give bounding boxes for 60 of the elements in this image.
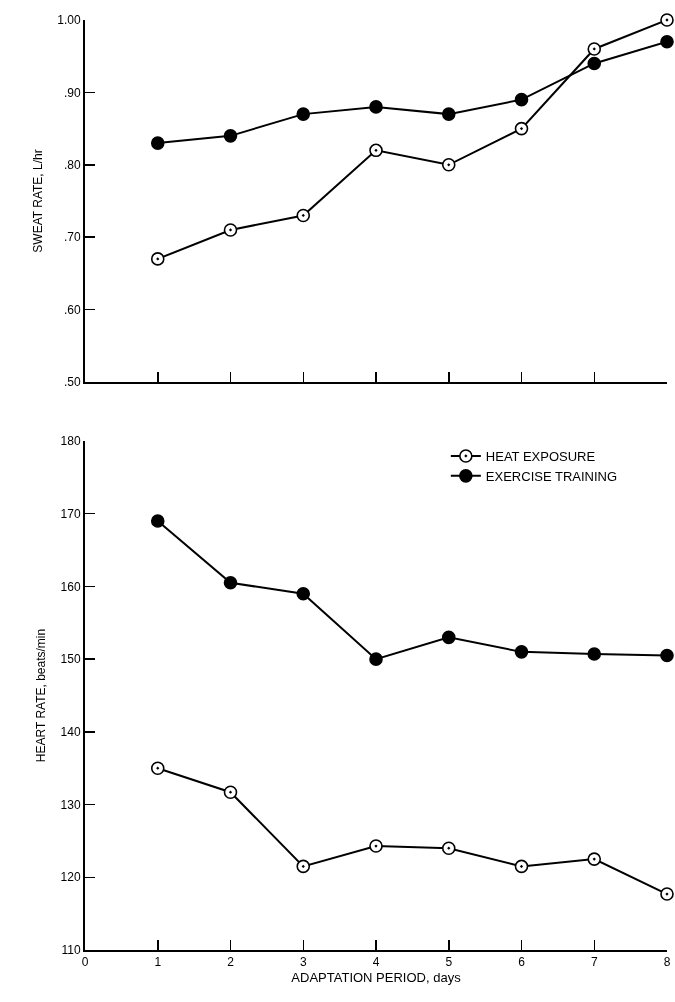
point <box>514 859 529 874</box>
x-tick-label: 6 <box>518 955 526 970</box>
point <box>369 839 383 853</box>
point <box>441 841 456 855</box>
point <box>441 630 456 645</box>
point <box>296 859 311 874</box>
point <box>223 223 238 237</box>
x-axis-title: ADAPTATION PERIOD, days <box>291 969 462 985</box>
y-tick-label: .70 <box>63 230 81 245</box>
point <box>514 645 529 659</box>
point <box>660 887 674 901</box>
y-tick-label: 170 <box>60 506 81 521</box>
point <box>223 575 238 590</box>
legend-label: EXERCISE TRAINING <box>485 468 618 484</box>
point <box>150 761 165 775</box>
x-tick-label: 8 <box>663 955 671 970</box>
y-tick-label: .50 <box>63 375 81 390</box>
point <box>441 107 456 121</box>
y-axis-title: SWEAT RATE, L/hr <box>31 149 46 253</box>
y-axis-title: HEART RATE, beats/min <box>34 628 49 763</box>
x-tick-label: 3 <box>299 955 307 970</box>
point <box>369 100 383 114</box>
y-tick-label: .90 <box>63 85 81 100</box>
point <box>587 56 602 71</box>
point <box>660 648 674 663</box>
point <box>223 129 238 143</box>
point <box>223 785 238 799</box>
point <box>296 208 311 223</box>
x-tick-label: 5 <box>445 955 453 970</box>
x-tick-label: 7 <box>590 955 598 970</box>
legend-label: HEAT EXPOSURE <box>485 449 596 465</box>
y-tick-label: .60 <box>63 302 81 317</box>
point <box>150 136 165 150</box>
y-tick-label: 150 <box>60 652 81 667</box>
point <box>150 514 165 528</box>
point <box>514 92 529 107</box>
point <box>660 34 674 49</box>
point <box>587 42 602 56</box>
point <box>587 647 602 661</box>
y-tick-label: 1.00 <box>57 13 81 28</box>
x-tick-label: 0 <box>81 955 89 970</box>
x-tick-label: 4 <box>372 955 380 970</box>
y-tick-label: 120 <box>60 870 81 885</box>
point <box>660 13 674 27</box>
y-tick-label: 140 <box>60 725 81 740</box>
point <box>441 158 456 172</box>
point <box>296 107 311 121</box>
y-tick-label: 130 <box>60 797 81 812</box>
point <box>587 852 602 866</box>
y-tick-label: .80 <box>63 158 81 172</box>
x-tick-label: 2 <box>227 955 235 970</box>
point <box>150 252 165 266</box>
y-tick-label: 180 <box>60 434 81 449</box>
point <box>369 652 383 666</box>
x-tick-label: 1 <box>154 955 162 970</box>
y-tick-label: 160 <box>60 579 81 594</box>
y-tick-label: 110 <box>61 943 81 958</box>
point <box>296 586 311 601</box>
point <box>514 121 529 136</box>
point <box>369 143 383 158</box>
